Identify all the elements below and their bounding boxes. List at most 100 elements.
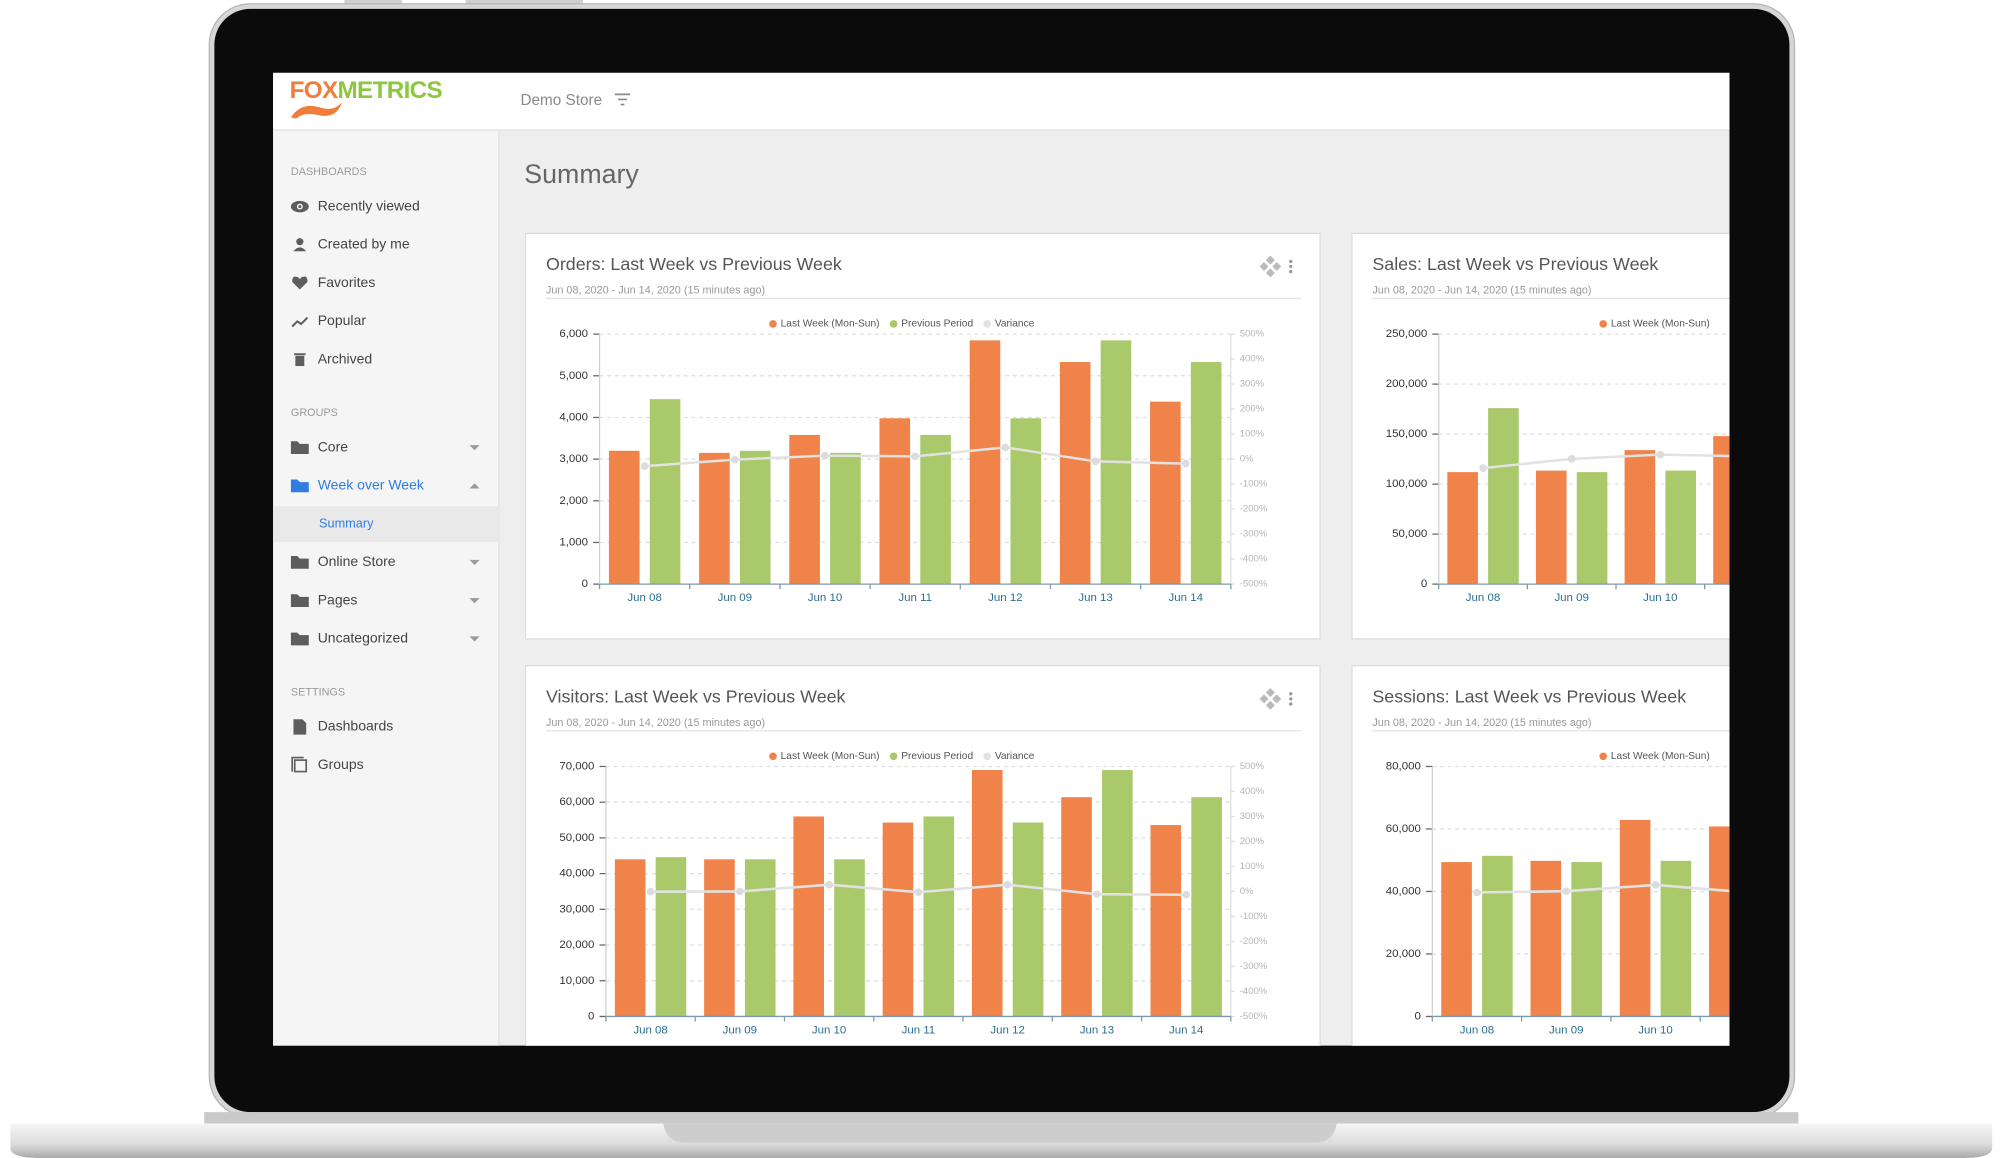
icon-part	[294, 353, 306, 356]
sidebar-item[interactable]: Online Store	[318, 553, 396, 569]
page-title: Summary	[524, 159, 639, 189]
caret[interactable]	[469, 483, 480, 489]
legend-label[interactable]: Variance	[995, 319, 1035, 330]
active-row	[273, 506, 499, 543]
logo-fox: FOX	[290, 77, 338, 104]
x-tick-label: Jun 14	[1169, 592, 1204, 604]
icon-part	[293, 759, 308, 773]
bar	[1665, 470, 1697, 585]
card-title: Sales: Last Week vs Previous Week	[1372, 254, 1658, 274]
variance-point	[911, 452, 920, 461]
sidebar-heading: SETTINGS	[291, 686, 345, 698]
card-subtitle: Jun 08, 2020 - Jun 14, 2020 (15 minutes …	[546, 285, 765, 297]
sidebar-item[interactable]: Pages	[318, 591, 358, 607]
bar	[699, 452, 730, 585]
sidebar-item[interactable]: Uncategorized	[318, 630, 408, 646]
bar	[1441, 862, 1472, 1017]
menu-icon[interactable]	[1289, 259, 1293, 274]
menu-dot	[1289, 264, 1293, 269]
y-tick-label: 0	[1414, 1010, 1420, 1022]
y2-tick-label: -100%	[1240, 911, 1268, 922]
variance-point	[736, 887, 744, 896]
logo-metrics: METRICS	[338, 77, 443, 104]
icon-part	[296, 238, 304, 246]
bar	[1660, 860, 1692, 1017]
legend-label[interactable]: Previous Period	[901, 751, 973, 762]
legend-label[interactable]: Previous Period	[901, 319, 973, 330]
filter-icon[interactable]	[614, 93, 631, 106]
variance-point	[730, 455, 739, 464]
icon-trash	[294, 353, 306, 367]
bar	[879, 418, 911, 585]
sidebar-item[interactable]: Dashboards	[318, 718, 394, 734]
legend-label[interactable]: Variance	[995, 751, 1035, 762]
variance-line	[1482, 453, 1730, 470]
bar	[1482, 855, 1513, 1017]
variance-point	[1001, 443, 1010, 452]
legend-swatch[interactable]	[1599, 320, 1608, 328]
sidebar-item[interactable]: Favorites	[318, 274, 376, 290]
icon-part	[293, 719, 307, 735]
legend-swatch[interactable]	[889, 320, 898, 328]
x-tick-label: Jun 12	[990, 1024, 1024, 1036]
y-tick-label: 5,000	[559, 370, 588, 382]
sidebar-item[interactable]: Popular	[318, 312, 367, 328]
x-tick-label: Jun 09	[1549, 1024, 1583, 1036]
legend-swatch[interactable]	[983, 752, 992, 761]
sidebar-item[interactable]: Created by me	[318, 236, 410, 252]
y-tick-label: 80,000	[1386, 761, 1421, 773]
menu-icon[interactable]	[1289, 692, 1293, 706]
sidebar-item[interactable]: Groups	[318, 756, 364, 772]
variance-point	[1567, 455, 1576, 463]
x-tick-label: Jun 10	[1643, 592, 1677, 604]
bar	[1190, 362, 1222, 585]
legend-swatch[interactable]	[983, 320, 992, 328]
x-tick-label: Jun 09	[1554, 592, 1588, 604]
y2-tick-label: -200%	[1240, 936, 1268, 947]
bar	[1061, 797, 1092, 1017]
y2-tick-label: -200%	[1240, 504, 1268, 515]
x-tick-label: Jun 10	[812, 1024, 846, 1036]
legend-label[interactable]: Last Week (Mon-Sun)	[1611, 319, 1710, 330]
y-tick-label: 40,000	[559, 868, 594, 880]
variance-point	[821, 451, 829, 460]
sidebar-item[interactable]: Core	[318, 438, 349, 454]
icon-part	[293, 247, 307, 252]
caret[interactable]	[469, 445, 480, 451]
x-tick-label: Jun 08	[1466, 592, 1500, 604]
y2-tick-label: 300%	[1240, 379, 1265, 390]
caret[interactable]	[469, 636, 480, 642]
variance-point	[1562, 887, 1571, 896]
sidebar-item[interactable]: Recently viewed	[318, 197, 420, 213]
legend-swatch[interactable]	[889, 752, 898, 761]
bar	[744, 859, 776, 1017]
bar	[1535, 470, 1567, 585]
variance-point	[640, 462, 649, 470]
sidebar-item[interactable]: Archived	[318, 350, 373, 366]
icon-folder	[290, 479, 309, 493]
y2-tick-label: 0%	[1240, 454, 1254, 465]
legend-label[interactable]: Last Week (Mon-Sun)	[781, 319, 880, 330]
legend-swatch[interactable]	[769, 320, 777, 328]
bar	[834, 859, 865, 1017]
icon-part	[290, 479, 309, 493]
store-selector[interactable]: Demo Store	[520, 92, 602, 109]
y-tick-label: 60,000	[1386, 823, 1421, 835]
sidebar	[273, 130, 499, 1046]
variance-point	[1182, 890, 1191, 899]
y-tick-label: 6,000	[559, 328, 588, 340]
legend-swatch[interactable]	[1599, 752, 1608, 761]
sidebar-subitem[interactable]: Summary	[319, 516, 374, 531]
logo[interactable]: FOXMETRICS	[290, 77, 444, 104]
header	[273, 72, 1730, 131]
legend-label[interactable]: Last Week (Mon-Sun)	[1611, 751, 1710, 762]
caret[interactable]	[469, 559, 480, 565]
y-tick-label: 150,000	[1386, 428, 1427, 440]
sidebar-item[interactable]: Week over Week	[318, 477, 425, 493]
y-tick-label: 4,000	[559, 411, 588, 423]
legend-swatch[interactable]	[769, 752, 777, 761]
caret[interactable]	[469, 598, 480, 604]
legend-label[interactable]: Last Week (Mon-Sun)	[781, 751, 880, 762]
bar	[882, 822, 914, 1017]
